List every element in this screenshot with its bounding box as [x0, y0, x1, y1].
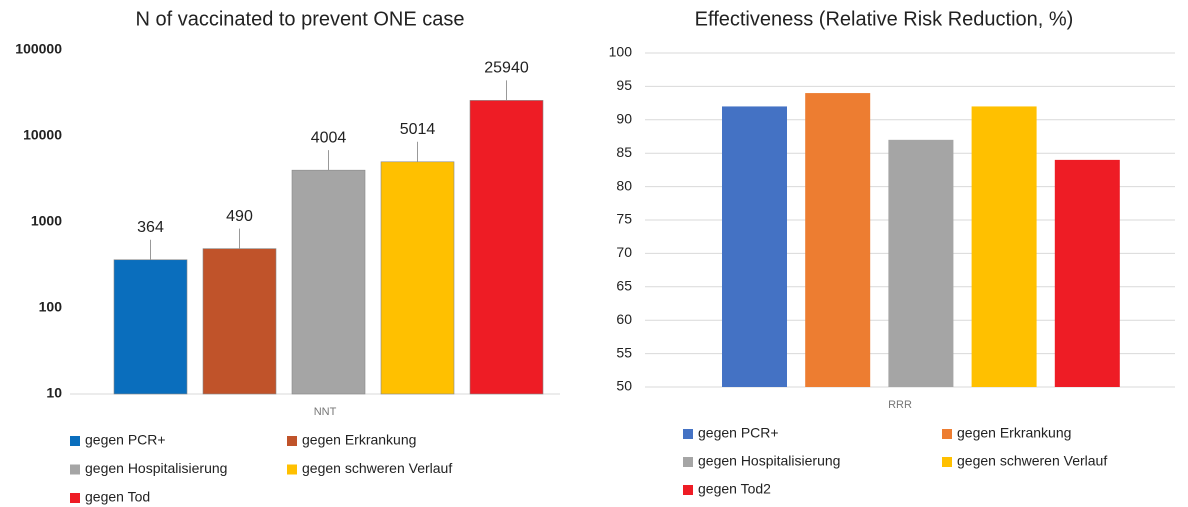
legend-label: gegen PCR+ [85, 432, 166, 448]
y-tick-label: 60 [616, 311, 632, 327]
legend-label: gegen Erkrankung [302, 432, 416, 448]
legend-swatch [942, 429, 952, 439]
data-label: 5014 [400, 121, 436, 138]
y-tick-label: 100000 [15, 41, 62, 57]
y-tick-label: 10 [46, 385, 62, 401]
legend-swatch [287, 464, 297, 475]
legend-swatch [287, 436, 297, 446]
legend-label: gegen Tod [85, 489, 150, 505]
legend-swatch [683, 485, 693, 495]
y-tick-label: 95 [616, 77, 632, 93]
y-tick-label: 70 [616, 244, 632, 260]
y-tick-label: 100 [39, 299, 63, 315]
legend-label: gegen schweren Verlauf [957, 453, 1107, 469]
bar [291, 169, 366, 395]
data-label: 4004 [311, 129, 347, 146]
y-tick-label: 1000 [31, 213, 62, 229]
category-label: RRR [888, 399, 912, 411]
y-tick-label: 50 [616, 378, 632, 394]
y-tick-label: 90 [616, 111, 632, 127]
legend-label: gegen Tod2 [698, 481, 771, 497]
legend-swatch [683, 429, 693, 439]
data-label: 364 [137, 219, 164, 236]
chart-title: N of vaccinated to prevent ONE case [135, 8, 464, 30]
bar [805, 93, 871, 387]
y-tick-label: 10000 [23, 127, 62, 143]
y-tick-label: 80 [616, 177, 632, 193]
y-tick-label: 75 [616, 211, 632, 227]
category-label: NNT [314, 406, 337, 418]
legend-label: gegen Erkrankung [957, 425, 1071, 441]
y-tick-label: 55 [616, 344, 632, 360]
legend-label: gegen Hospitalisierung [698, 453, 840, 469]
legend-swatch [70, 436, 80, 446]
legend-swatch [70, 464, 80, 475]
bar [469, 100, 544, 395]
legend-swatch [942, 457, 952, 467]
bar [971, 106, 1037, 387]
legend-label: gegen Hospitalisierung [85, 460, 227, 476]
legend-label: gegen schweren Verlauf [302, 460, 452, 476]
bar [202, 248, 277, 395]
bar [722, 106, 787, 387]
bar [1054, 159, 1120, 387]
bar [380, 161, 455, 395]
y-tick-label: 65 [616, 278, 632, 294]
y-tick-label: 100 [609, 44, 633, 60]
data-label: 25940 [484, 60, 529, 77]
bar [113, 259, 188, 395]
y-tick-label: 85 [616, 144, 632, 160]
legend-label: gegen PCR+ [698, 425, 779, 441]
bar [888, 139, 954, 387]
legend-swatch [683, 457, 693, 467]
chart-title: Effectiveness (Relative Risk Reduction, … [695, 8, 1074, 30]
legend-swatch [70, 493, 80, 503]
data-label: 490 [226, 208, 253, 225]
